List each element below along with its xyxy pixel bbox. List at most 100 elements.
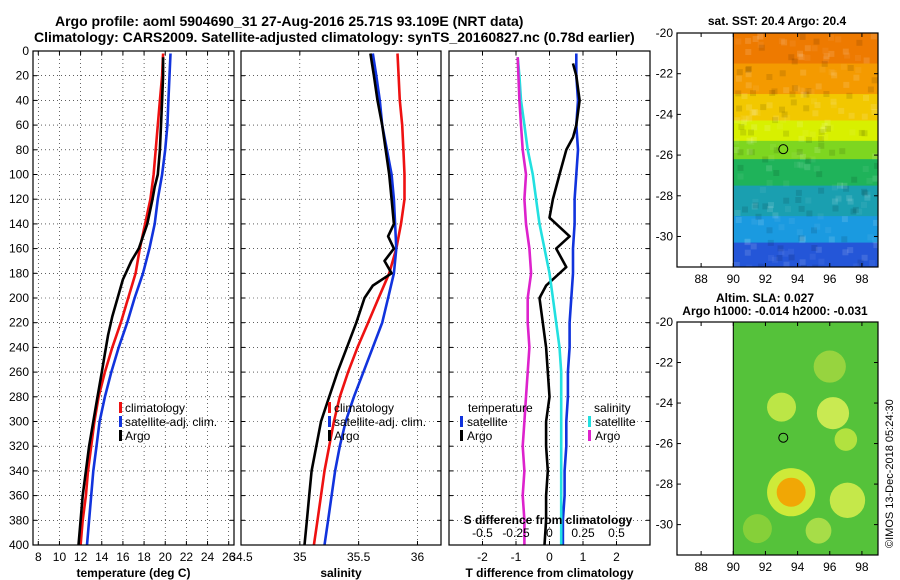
sst-pixel bbox=[745, 71, 752, 78]
sst-pixel bbox=[871, 77, 878, 84]
legend-swatch bbox=[119, 416, 122, 427]
series-line-temperature-argo bbox=[538, 63, 581, 545]
series-line-argo bbox=[303, 53, 396, 545]
sst-pixel bbox=[846, 195, 853, 202]
sst-pixel bbox=[766, 74, 773, 80]
sst-pixel bbox=[841, 182, 848, 189]
sst-pixel bbox=[737, 149, 744, 156]
sst-pixel bbox=[818, 258, 825, 265]
sst-pixel bbox=[773, 170, 780, 176]
sst-pixel bbox=[806, 136, 812, 143]
sst-pixel bbox=[735, 217, 742, 223]
sst-pixel bbox=[752, 202, 759, 209]
sst-pixel bbox=[794, 161, 800, 168]
argo-location-marker bbox=[778, 144, 789, 155]
sst-pixel bbox=[745, 49, 752, 55]
sst-pixel bbox=[797, 53, 804, 60]
sst-pixel bbox=[741, 93, 748, 100]
sst-map-panel: 88 90 92 94 96 98 -20 -22 -24 -26 -28 -30 sat. SST: … bbox=[656, 14, 879, 286]
sst-pixel bbox=[737, 164, 744, 171]
sst-pixel bbox=[768, 255, 775, 261]
sst-pixel bbox=[776, 255, 783, 261]
sst-pixel bbox=[785, 206, 791, 213]
title-line-2: Climatology: CARS2009. Satellite-adjuste… bbox=[34, 29, 635, 45]
sst-pixel bbox=[796, 229, 803, 236]
sst-pixel bbox=[798, 54, 805, 61]
sst-pixel bbox=[762, 203, 769, 210]
sst-pixel bbox=[734, 210, 741, 216]
sst-pixel bbox=[773, 115, 780, 122]
y-tick-label: 280 bbox=[9, 390, 29, 404]
sst-band bbox=[733, 242, 878, 267]
sst-pixel bbox=[748, 129, 754, 136]
sst-pixel bbox=[822, 47, 829, 54]
sst-pixel bbox=[841, 216, 848, 223]
sst-pixel bbox=[744, 238, 751, 245]
sst-pixel bbox=[830, 102, 837, 109]
sst-pixel bbox=[745, 66, 752, 73]
sst-pixel bbox=[733, 147, 740, 153]
sst-pixel bbox=[757, 33, 764, 40]
sst-pixel bbox=[746, 264, 753, 267]
sst-pixel bbox=[772, 117, 779, 124]
sst-pixel bbox=[806, 210, 813, 217]
sst-pixel bbox=[744, 249, 751, 256]
sst-pixel bbox=[736, 105, 743, 112]
sst-pixel bbox=[847, 65, 854, 71]
sst-pixel bbox=[823, 91, 830, 97]
sst-pixel bbox=[808, 88, 815, 95]
sst-pixel bbox=[839, 148, 846, 155]
series-line-temperature-satellite bbox=[561, 53, 580, 545]
sst-pixel bbox=[829, 149, 836, 156]
sst-pixel bbox=[846, 92, 853, 99]
sst-pixel bbox=[813, 38, 820, 45]
x-tick-label: 22 bbox=[180, 550, 194, 564]
x-tick-label: 96 bbox=[823, 560, 837, 574]
top-tick-label: 0.25 bbox=[571, 526, 595, 540]
sst-pixel bbox=[798, 235, 805, 242]
sla-map-subtitle: Argo h1000: -0.014 h2000: -0.031 bbox=[682, 304, 868, 318]
legend-swatch bbox=[328, 416, 331, 427]
sst-pixel bbox=[862, 190, 869, 197]
y-tick-label: 240 bbox=[9, 340, 29, 354]
sst-pixel bbox=[832, 205, 839, 212]
sst-pixel bbox=[744, 239, 751, 246]
x-tick-label: 18 bbox=[137, 550, 151, 564]
sst-pixel bbox=[742, 206, 748, 213]
y-tick-label: 0 bbox=[22, 44, 29, 58]
series-line-salinity-satellite bbox=[516, 57, 563, 545]
y-tick-label: 20 bbox=[16, 69, 30, 83]
sst-pixel bbox=[750, 109, 757, 116]
sst-pixel bbox=[797, 151, 804, 158]
series-line-salinity-argo bbox=[516, 57, 533, 545]
sst-pixel bbox=[757, 219, 764, 226]
sst-pixel bbox=[873, 242, 879, 249]
sst-pixel bbox=[798, 135, 805, 142]
y-tick-label: 80 bbox=[16, 143, 30, 157]
x-tick-label: 98 bbox=[855, 560, 869, 574]
sst-pixel bbox=[799, 153, 806, 160]
sst-pixel bbox=[866, 177, 873, 184]
y-tick-label: 120 bbox=[9, 192, 29, 206]
sst-pixel bbox=[831, 198, 838, 205]
sst-pixel bbox=[855, 55, 861, 61]
x-tick-label: 8 bbox=[35, 550, 42, 564]
series-line-satellite-adj-clim- bbox=[85, 53, 172, 545]
sst-pixel bbox=[814, 102, 821, 109]
sst-pixel bbox=[752, 109, 759, 116]
legend-entry: satellite bbox=[467, 415, 508, 429]
y-tick-label: -28 bbox=[656, 477, 674, 491]
sst-pixel bbox=[791, 85, 798, 92]
sst-pixel bbox=[843, 81, 850, 88]
sst-pixel bbox=[831, 184, 838, 191]
sst-pixel bbox=[822, 134, 829, 140]
sst-pixel bbox=[778, 38, 785, 45]
sst-pixel bbox=[809, 156, 816, 163]
sst-pixel bbox=[823, 53, 830, 60]
sst-pixel bbox=[783, 180, 790, 187]
y-tick-label: 220 bbox=[9, 316, 29, 330]
legend-title-salinity: salinity bbox=[594, 401, 631, 415]
map-frame bbox=[676, 32, 879, 268]
sst-pixel bbox=[801, 88, 808, 95]
sst-band bbox=[733, 120, 878, 142]
